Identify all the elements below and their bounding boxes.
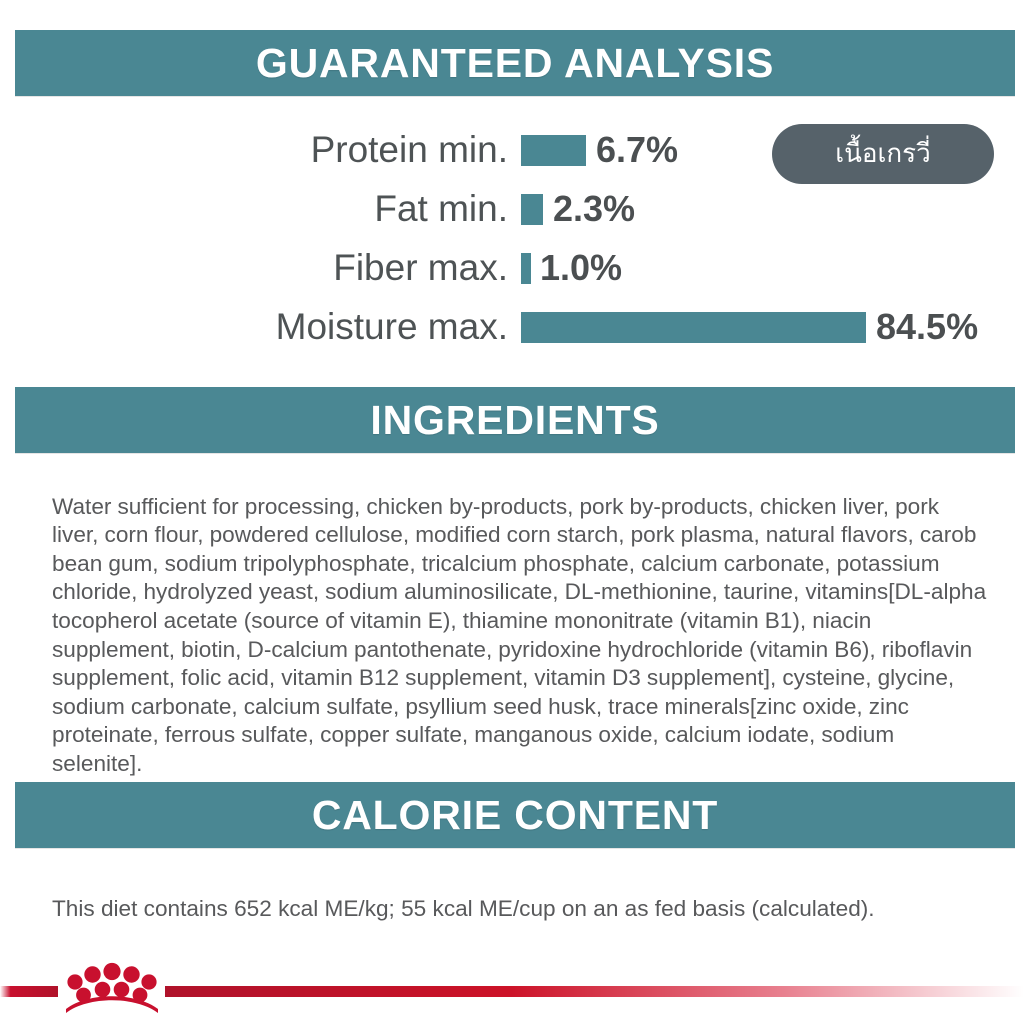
- section-header-guaranteed-analysis: GUARANTEED ANALYSIS: [15, 30, 1015, 96]
- analysis-value-fat: 2.3%: [553, 188, 636, 229]
- analysis-row-protein: Protein min. 6.7%: [0, 124, 1024, 176]
- analysis-label-fiber: Fiber max.: [333, 247, 508, 288]
- analysis-row-moisture: Moisture max. 84.5%: [0, 301, 1024, 353]
- variant-badge-label: เนื้อเกรวี่: [835, 139, 931, 169]
- section-title-calorie-content: CALORIE CONTENT: [311, 791, 719, 838]
- footer-rule-left: [0, 986, 58, 997]
- analysis-bar-moisture: [521, 312, 866, 343]
- ingredients-text: Water sufficient for processing, chicken…: [52, 493, 987, 776]
- section-title-ingredients: INGREDIENTS: [370, 396, 660, 443]
- variant-badge[interactable]: เนื้อเกรวี่: [772, 124, 994, 184]
- brand-footer: [0, 960, 1024, 1024]
- footer-rule-right: [165, 986, 1024, 997]
- analysis-row-fat: Fat min. 2.3%: [0, 183, 1024, 235]
- analysis-label-protein: Protein min.: [310, 129, 508, 170]
- analysis-label-moisture: Moisture max.: [275, 306, 508, 347]
- analysis-bar-protein: [521, 135, 586, 166]
- guaranteed-analysis-chart: Protein min. 6.7% Fat min. 2.3% Fiber ma…: [0, 112, 1024, 372]
- analysis-value-moisture: 84.5%: [876, 306, 979, 347]
- analysis-bar-fiber: [521, 253, 531, 284]
- section-header-ingredients: INGREDIENTS: [15, 387, 1015, 453]
- analysis-value-protein: 6.7%: [596, 129, 679, 170]
- analysis-row-fiber: Fiber max. 1.0%: [0, 242, 1024, 294]
- royal-canin-crown-icon: [66, 962, 158, 1013]
- section-header-calorie-content: CALORIE CONTENT: [15, 782, 1015, 848]
- section-title-guaranteed-analysis: GUARANTEED ANALYSIS: [255, 39, 775, 86]
- analysis-value-fiber: 1.0%: [540, 247, 623, 288]
- calorie-content-text: This diet contains 652 kcal ME/kg; 55 kc…: [52, 895, 875, 921]
- analysis-bar-fat: [521, 194, 543, 225]
- analysis-label-fat: Fat min.: [374, 188, 508, 229]
